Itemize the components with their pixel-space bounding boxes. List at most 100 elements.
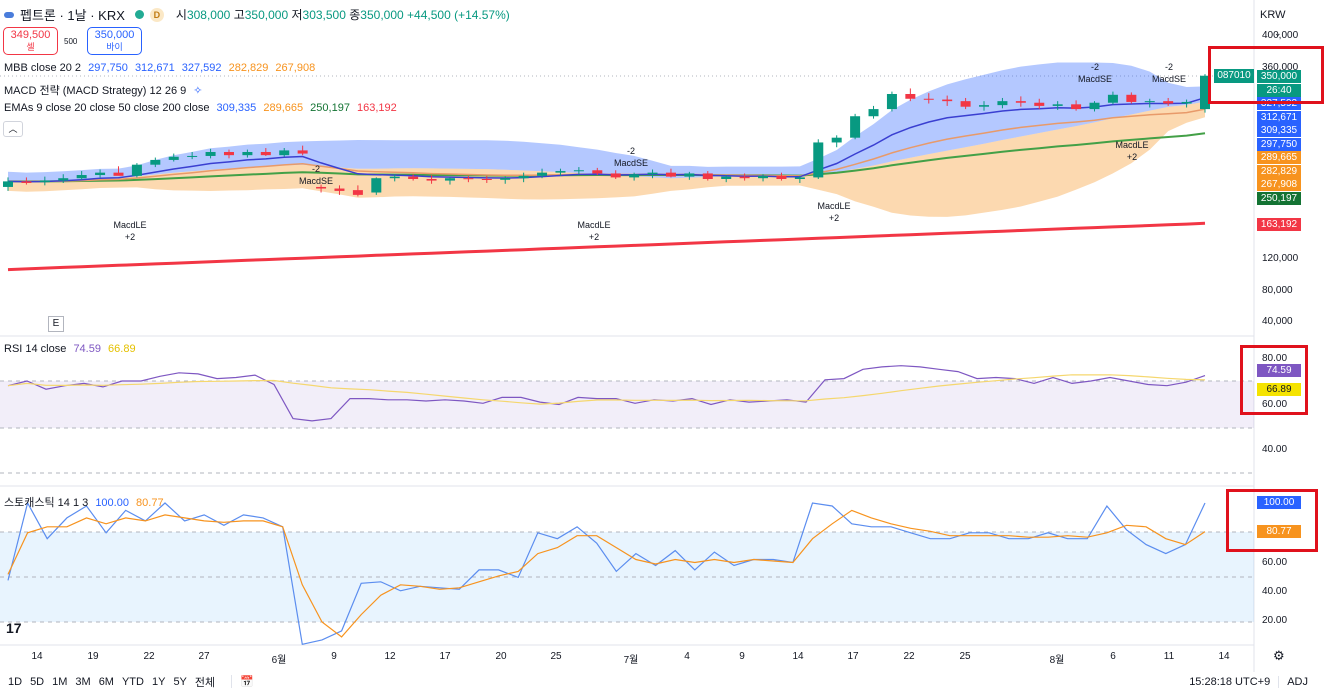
- clock-readout[interactable]: 15:28:18 UTC+9: [1189, 675, 1271, 688]
- x-axis-label: 4: [684, 651, 690, 662]
- candle-body: [610, 173, 621, 178]
- price-tag: 289,665: [1257, 151, 1301, 164]
- candle-body: [1071, 104, 1082, 110]
- stoch-legend[interactable]: 스토캐스틱 14 1 3 100.00 80.77: [4, 497, 164, 509]
- buy-button[interactable]: 350,000 바이: [87, 27, 142, 55]
- signal-qty: +2: [1127, 152, 1137, 162]
- range-all[interactable]: 전체: [194, 676, 216, 689]
- macd-strategy-legend[interactable]: MACD 전략 (MACD Strategy) 12 26 9 ✧: [4, 85, 203, 97]
- price-tag: 309,335: [1257, 124, 1301, 137]
- candle-body: [3, 181, 13, 187]
- price-tag: 26:40: [1257, 83, 1301, 97]
- spread-value: 500: [64, 37, 78, 46]
- symbol-title[interactable]: 펩트론 · 1날 · KRX: [20, 8, 125, 23]
- x-axis-label: 22: [143, 651, 155, 662]
- x-axis-label: 6: [1110, 651, 1116, 662]
- range-1m[interactable]: 1M: [52, 675, 68, 688]
- highlight-box-rsi: [1240, 345, 1308, 415]
- candle-body: [76, 175, 87, 179]
- candle-body: [905, 93, 916, 99]
- settings-gear-icon[interactable]: ⚙: [1273, 648, 1285, 663]
- rsi-value-tag: 74.59: [1257, 364, 1301, 377]
- x-axis-label: 6월: [271, 655, 287, 666]
- candle-body: [58, 178, 69, 181]
- range-3m[interactable]: 3M: [75, 675, 91, 688]
- price-tag: 163,192: [1257, 218, 1301, 231]
- range-5d[interactable]: 5D: [30, 675, 45, 688]
- range-1y[interactable]: 1Y: [151, 675, 166, 688]
- stoch-tick-60: 60.00: [1262, 557, 1288, 568]
- price-tag: 267,908: [1257, 178, 1301, 191]
- range-ytd[interactable]: YTD: [121, 675, 144, 688]
- rsi-tick-40: 40.00: [1262, 444, 1288, 455]
- candle-body: [702, 173, 713, 179]
- price-tick-40000: 40,000: [1262, 316, 1293, 327]
- x-axis-label: 20: [495, 651, 507, 662]
- candle-body: [592, 170, 603, 174]
- candle-body: [813, 142, 824, 178]
- candle-body: [776, 175, 787, 179]
- mbb-legend[interactable]: MBB close 20 2 297,750 312,671 327,592 2…: [4, 62, 316, 74]
- settings-sparkle-icon[interactable]: ✧: [193, 85, 203, 97]
- ohlc-readout: 시308,000 고350,000 저303,500 종350,000 +44,…: [175, 8, 510, 22]
- market-open-icon: [134, 10, 144, 19]
- adjust-toggle[interactable]: ADJ: [1278, 675, 1308, 688]
- date-range-calendar-icon[interactable]: 📅: [231, 675, 254, 688]
- events-button[interactable]: E: [48, 316, 64, 332]
- signal-qty: -2: [312, 164, 320, 174]
- signal-label: MacdLE: [817, 201, 850, 211]
- x-axis-label: 14: [1218, 651, 1230, 662]
- symbol-header: 펩트론 · 1날 · KRX D 시308,000 고350,000 저303,…: [4, 5, 510, 24]
- highlight-box-price: [1208, 46, 1324, 104]
- x-axis-label: 8월: [1049, 655, 1065, 666]
- range-6m[interactable]: 6M: [98, 675, 114, 688]
- candle-body: [1015, 101, 1026, 103]
- candle-body: [537, 172, 548, 176]
- candle-body: [942, 99, 953, 102]
- signal-qty: -2: [1165, 62, 1173, 72]
- x-axis-label: 22: [903, 651, 915, 662]
- price-tag: 250,197: [1257, 191, 1301, 205]
- candle-body: [518, 175, 529, 179]
- rsi-ma-line: [7, 374, 1206, 405]
- signal-label: MacdLE: [113, 220, 146, 230]
- stoch-k-line: [7, 501, 1206, 646]
- currency-select[interactable]: KRW ⌄: [1260, 9, 1286, 38]
- signal-qty: -2: [1091, 62, 1099, 72]
- candle-body: [573, 170, 584, 172]
- range-1d[interactable]: 1D: [8, 675, 23, 688]
- rsi-legend[interactable]: RSI 14 close 74.59 66.89: [4, 343, 136, 355]
- stoch-k-tag: 100.00: [1257, 496, 1301, 509]
- candle-body: [279, 150, 290, 156]
- signal-qty: +2: [589, 232, 599, 242]
- signal-qty: +2: [829, 213, 839, 223]
- candle-body: [95, 172, 106, 176]
- emas-legend[interactable]: EMAs 9 close 20 close 50 close 200 close…: [4, 102, 397, 114]
- candle-body: [131, 164, 142, 176]
- candle-body: [334, 188, 345, 191]
- rsi-ma-tag: 66.89: [1257, 383, 1301, 396]
- x-axis-label: 25: [959, 651, 971, 662]
- collapse-legend-button[interactable]: ︿: [3, 121, 23, 137]
- price-tick-400000: 400,000: [1262, 30, 1299, 41]
- signal-label: MacdSE: [1078, 74, 1112, 84]
- rsi-tick-80: 80.00: [1262, 353, 1288, 364]
- range-5y[interactable]: 5Y: [173, 675, 187, 688]
- sell-button[interactable]: 349,500 셀: [3, 27, 58, 55]
- range-toolbar: 1D 5D 1M 3M 6M YTD 1Y 5Y 전체 📅 15:28:18 U…: [0, 672, 1324, 691]
- delay-badge[interactable]: D: [149, 7, 164, 22]
- candle-body: [629, 174, 640, 178]
- candle-body: [831, 137, 842, 143]
- x-axis-label: 11: [1163, 651, 1175, 662]
- x-axis-label: 9: [739, 651, 745, 662]
- candle-body: [168, 156, 179, 160]
- x-axis-label: 25: [550, 651, 562, 662]
- price-tag: 350,000: [1257, 70, 1301, 83]
- x-axis-label: 14: [792, 651, 804, 662]
- candle-body: [665, 172, 676, 177]
- tradingview-logo[interactable]: 17: [6, 620, 22, 636]
- x-axis-label: 12: [384, 651, 396, 662]
- chart-canvas[interactable]: -2 MacdSE MacdLE +2 -2 MacdSE MacdLE +2 MacdLE +2…: [0, 0, 1324, 672]
- candle-body: [352, 190, 363, 195]
- candle-body: [150, 159, 161, 165]
